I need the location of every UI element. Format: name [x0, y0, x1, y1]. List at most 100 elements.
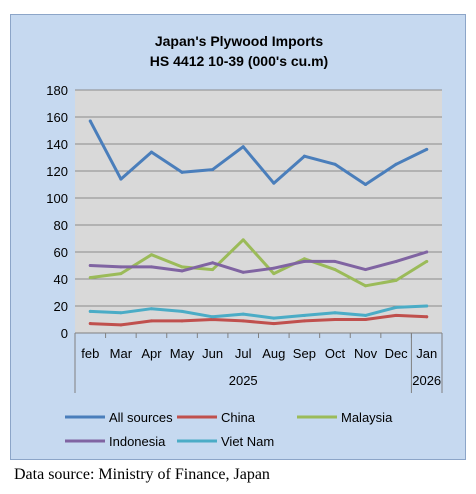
- series-line: [88, 304, 429, 320]
- legend-item: Viet Nam: [177, 434, 274, 449]
- data-point: [272, 266, 276, 270]
- series-malaysia: [88, 238, 429, 288]
- data-point: [394, 162, 398, 166]
- data-point: [149, 319, 153, 323]
- x-tick-label: Dec: [385, 346, 409, 361]
- x-tick-label: Jan: [416, 346, 437, 361]
- series-lines: [88, 119, 429, 327]
- x-tick-label: Jun: [202, 346, 223, 361]
- legend-item: Indonesia: [65, 434, 166, 449]
- series-china: [88, 313, 429, 327]
- data-point: [88, 264, 92, 267]
- data-point: [149, 150, 153, 154]
- data-point: [364, 313, 368, 317]
- data-point: [119, 272, 123, 276]
- chart-subtitle: HS 4412 10-39 (000's cu.m): [150, 53, 328, 69]
- data-point: [272, 316, 276, 320]
- data-point: [333, 311, 337, 315]
- legend-item: All sources: [65, 410, 173, 425]
- x-tick-label: Oct: [325, 346, 346, 361]
- data-point: [394, 278, 398, 282]
- data-point: [88, 322, 92, 326]
- data-point: [241, 238, 245, 242]
- data-point: [364, 284, 368, 288]
- data-point: [211, 318, 215, 321]
- legend-label: Indonesia: [109, 434, 166, 449]
- y-tick-label: 160: [46, 110, 68, 125]
- legend-label: Viet Nam: [221, 434, 274, 449]
- data-point: [241, 270, 245, 274]
- chart-title: Japan's Plywood Imports: [155, 33, 323, 49]
- data-point: [394, 305, 398, 309]
- data-point: [425, 259, 429, 263]
- y-tick-label: 100: [46, 191, 68, 206]
- data-point: [425, 147, 429, 151]
- data-source-note: Data source: Ministry of Finance, Japan: [14, 466, 270, 483]
- data-point: [302, 154, 306, 158]
- data-point: [149, 307, 153, 311]
- data-point: [211, 268, 215, 272]
- y-tick-label: 40: [54, 272, 68, 287]
- legend: All sources China Malaysia Indonesia Viet Na…: [65, 410, 393, 449]
- data-point: [333, 259, 337, 263]
- data-point: [88, 276, 92, 280]
- series-line: [88, 238, 429, 288]
- legend-label: Malaysia: [341, 410, 393, 425]
- series-line: [88, 313, 429, 327]
- data-point: [88, 309, 92, 313]
- data-point: [180, 170, 184, 174]
- data-point: [364, 183, 368, 186]
- data-point: [394, 259, 398, 263]
- x-tick-label: May: [170, 346, 195, 361]
- data-point: [149, 265, 153, 269]
- data-point: [364, 318, 368, 321]
- data-point: [364, 268, 368, 272]
- plot-area: [75, 90, 442, 333]
- data-point: [211, 168, 215, 172]
- data-point: [425, 315, 429, 319]
- y-tick-label: 120: [46, 164, 68, 179]
- legend-label: China: [221, 410, 256, 425]
- data-point: [149, 253, 153, 257]
- data-point: [241, 312, 245, 316]
- data-point: [302, 259, 306, 263]
- data-point: [302, 319, 306, 323]
- data-point: [241, 319, 245, 323]
- x-tick-label: Mar: [110, 346, 133, 361]
- x-tick-label: Apr: [141, 346, 162, 361]
- data-point: [119, 323, 123, 327]
- data-point: [180, 269, 184, 273]
- year-label: 2025: [229, 373, 258, 388]
- y-tick-label: 140: [46, 137, 68, 152]
- series-viet-nam: [88, 304, 429, 320]
- legend-item: China: [177, 410, 256, 425]
- data-point: [394, 313, 398, 317]
- y-tick-label: 80: [54, 218, 68, 233]
- data-point: [119, 311, 123, 315]
- data-point: [241, 145, 245, 149]
- series-line: [88, 119, 429, 186]
- data-point: [180, 265, 184, 269]
- y-tick-label: 60: [54, 245, 68, 260]
- data-point: [180, 309, 184, 313]
- data-point: [211, 261, 215, 265]
- series-line: [88, 250, 429, 274]
- data-point: [88, 119, 92, 123]
- series-indonesia: [88, 250, 429, 274]
- data-point: [333, 268, 337, 272]
- data-point: [180, 319, 184, 323]
- y-tick-label: 20: [54, 299, 68, 314]
- chart-frame: Japan's Plywood Imports HS 4412 10-39 (0…: [10, 14, 466, 460]
- legend-label: All sources: [109, 410, 173, 425]
- series-all-sources: [88, 119, 429, 186]
- axes: 0 20 40 60 80 100 120 140 160 180 feb Mar Apr May Jun J…: [46, 83, 443, 393]
- data-point: [211, 315, 215, 319]
- data-point: [302, 257, 306, 261]
- data-point: [119, 265, 123, 269]
- x-tick-label: feb: [81, 346, 99, 361]
- y-tick-label: 180: [46, 83, 68, 98]
- gridlines: [75, 89, 442, 307]
- data-point: [333, 162, 337, 166]
- y-tick-label: 0: [61, 326, 68, 341]
- data-point: [272, 272, 276, 276]
